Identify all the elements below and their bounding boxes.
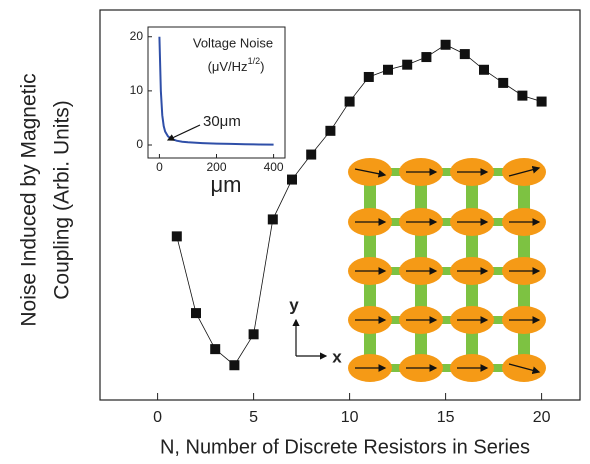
data-point: [172, 231, 182, 241]
x-tick-label: 10: [341, 409, 359, 426]
data-point: [479, 65, 489, 75]
diagram-y-label: y: [289, 295, 299, 314]
data-point: [249, 329, 259, 339]
green-bar: [370, 364, 524, 372]
green-bar: [370, 316, 524, 324]
data-point: [345, 97, 355, 107]
chart: 05101520N, Number of Discrete Resistors …: [0, 0, 590, 464]
y-axis-label: Coupling (Arbi. Units): [51, 100, 74, 300]
inset-y-tick-label: 0: [136, 137, 143, 151]
inset-x-tick-label: 400: [264, 160, 284, 174]
data-point: [421, 52, 431, 62]
diagram-x-label: x: [332, 347, 342, 366]
unit-base: (μV/Hz: [208, 59, 248, 74]
inset-x-label: μm: [210, 172, 241, 197]
inset-x-tick-label: 0: [156, 160, 163, 174]
inset-annotation: 30μm: [203, 113, 241, 130]
data-point: [402, 60, 412, 70]
green-bar: [370, 267, 524, 275]
data-point: [210, 344, 220, 354]
x-tick-label: 20: [533, 409, 551, 426]
resistor-diagram: [348, 158, 546, 382]
data-point: [441, 40, 451, 50]
data-point: [229, 360, 239, 370]
unit-close: ): [260, 59, 264, 74]
page: {"chart_data": [ {"type": "line", "ylabe…: [0, 0, 590, 464]
data-point: [325, 126, 335, 136]
data-point: [537, 97, 547, 107]
inset-title: Voltage Noise: [193, 35, 273, 50]
data-point: [306, 150, 316, 160]
data-point: [191, 308, 201, 318]
y-axis-label: Noise Induced by Magnetic: [18, 73, 41, 326]
unit-sup: 1/2: [248, 56, 261, 66]
inset-y-tick-label: 20: [130, 29, 144, 43]
green-bar: [370, 168, 524, 176]
x-tick-label: 5: [249, 409, 258, 426]
data-point: [364, 72, 374, 82]
data-point: [460, 49, 470, 59]
inset-y-tick-label: 10: [130, 83, 144, 97]
x-axis-label: N, Number of Discrete Resistors in Serie…: [160, 436, 530, 458]
data-point: [517, 91, 527, 101]
data-point: [383, 65, 393, 75]
data-point: [268, 214, 278, 224]
data-point: [498, 78, 508, 88]
data-point: [287, 175, 297, 185]
x-tick-label: 0: [153, 409, 162, 426]
green-bar: [370, 218, 524, 226]
x-tick-label: 15: [437, 409, 455, 426]
